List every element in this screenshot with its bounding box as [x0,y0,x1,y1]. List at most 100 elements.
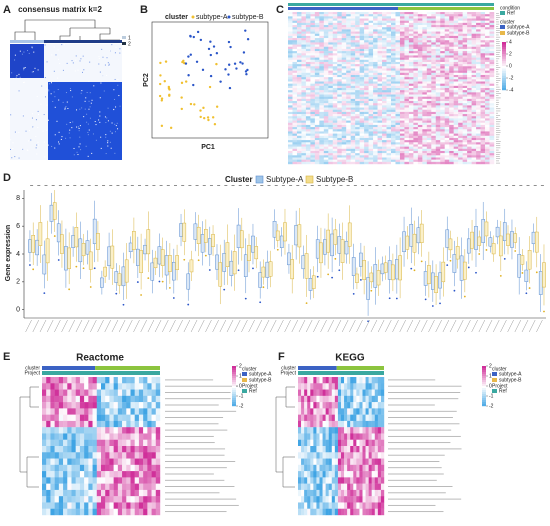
decoration [53,203,56,220]
decoration [395,19,400,21]
decoration [232,394,236,396]
decoration [400,86,405,88]
decoration [301,73,306,75]
decoration [467,42,472,44]
decoration [324,29,329,31]
decoration [449,29,454,31]
decoration [72,60,73,61]
decoration [333,149,338,151]
decoration [105,465,109,471]
decoration [454,45,459,47]
decoration [115,131,116,132]
decoration [351,108,356,110]
decoration [436,62,441,64]
decoration [135,390,139,396]
decoration [288,114,293,116]
decoration [296,185,299,186]
decoration [454,12,459,14]
decoration [85,97,86,98]
decoration [50,402,54,408]
decoration [79,146,80,147]
decoration [543,311,545,313]
decoration [63,402,67,408]
decoration [476,75,481,77]
decoration [463,86,468,88]
decoration [418,60,423,62]
decoration [440,58,445,60]
decoration [324,134,329,136]
decoration [391,86,396,88]
decoration [422,142,427,144]
decoration [387,62,392,64]
decoration [351,86,356,88]
decoration [310,155,315,157]
decoration [445,101,450,103]
decoration [99,56,100,57]
decoration [436,16,441,18]
decoration [476,185,479,186]
decoration [135,427,139,433]
decoration [476,92,481,94]
decoration [109,509,113,515]
decoration [168,94,170,96]
decoration [436,38,441,40]
decoration [333,144,338,146]
decoration [29,130,30,131]
decoration [467,92,472,94]
decoration [50,484,54,490]
decoration [449,86,454,88]
decoration [114,477,118,483]
decoration [342,97,347,99]
decoration [427,160,432,162]
decoration [387,16,392,18]
decoration [413,53,418,55]
decoration [382,138,387,140]
decoration [364,101,369,103]
decoration [301,149,306,151]
decoration [387,151,392,153]
decoration [369,34,374,36]
decoration [369,75,374,77]
decoration [337,160,342,162]
decoration [135,440,139,446]
decoration [317,276,319,278]
decoration [324,49,329,51]
decoration [354,185,357,186]
decoration [472,40,477,42]
decoration [431,273,434,290]
decoration [156,390,160,396]
decoration [55,433,59,439]
decoration [209,41,211,43]
decoration [342,29,347,31]
decoration [404,14,409,16]
decoration [454,47,459,49]
decoration [463,110,468,112]
decoration [109,396,113,402]
decoration [328,101,333,103]
decoration [449,103,454,105]
decoration [422,29,427,31]
decoration [458,16,463,18]
decoration [351,21,356,23]
decoration [436,118,441,120]
decoration [88,390,92,396]
decoration [301,160,306,162]
decoration [288,103,293,105]
decoration [319,90,324,92]
decoration [360,131,365,133]
decoration [118,459,122,465]
decoration [288,92,293,94]
decoration [315,147,320,149]
decoration [472,134,477,136]
decoration [431,51,436,53]
decoration [361,185,364,186]
decoration [46,415,50,421]
decoration [458,86,463,88]
decoration [445,153,450,155]
decoration [203,117,205,119]
decoration [413,149,418,151]
decoration [76,383,80,389]
decoration [496,13,499,14]
decoration [46,383,50,389]
decoration [431,162,436,164]
